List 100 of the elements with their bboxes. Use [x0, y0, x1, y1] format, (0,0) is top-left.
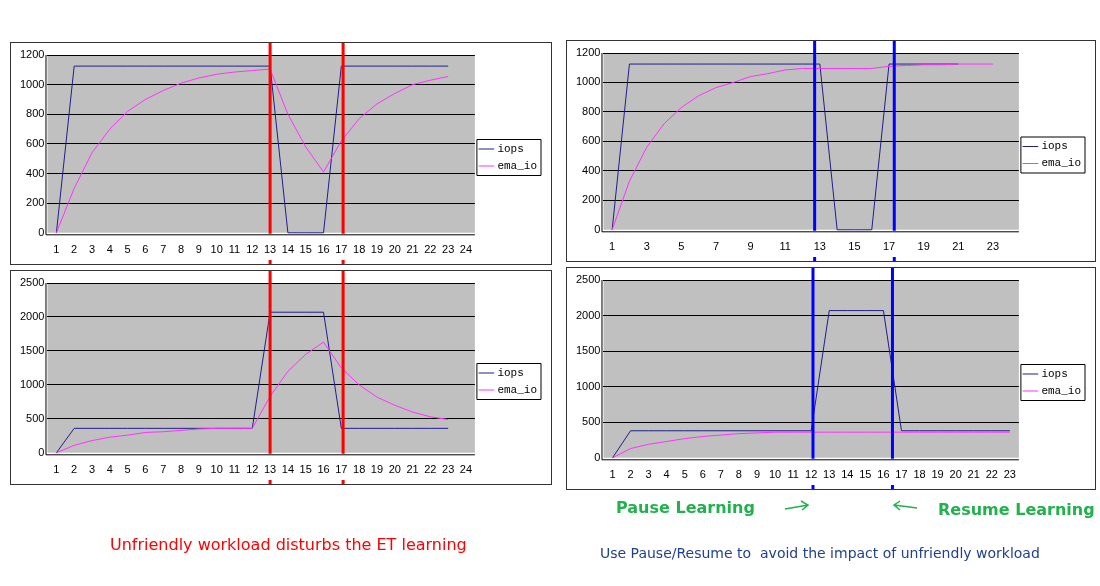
- x-tick-label: 12: [246, 243, 259, 256]
- y-tick-label: 600: [582, 134, 601, 147]
- x-tick-label: 24: [459, 243, 473, 256]
- x-tick-label: 7: [712, 240, 720, 253]
- y-tick-label: 1500: [575, 344, 601, 357]
- legend-label: ema_io: [1041, 384, 1081, 397]
- x-tick-label: 18: [913, 468, 926, 481]
- y-tick-label: 800: [582, 104, 601, 117]
- x-tick-label: 19: [917, 240, 930, 253]
- x-tick-label: 8: [177, 243, 185, 256]
- y-tick-label: 800: [26, 107, 45, 120]
- x-tick-label: 5: [678, 240, 685, 253]
- x-tick-label: 7: [160, 243, 167, 256]
- x-tick-label: 2: [71, 243, 78, 256]
- text: Unfriendly workload disturbs the ET learning: [110, 535, 467, 554]
- x-tick-label: 22: [985, 468, 998, 481]
- text: Use Pause/Resume to avoid the impact of unfriendly workload: [600, 545, 1040, 561]
- y-tick-label: 2500: [575, 273, 601, 286]
- y-tick-label: 500: [26, 411, 45, 424]
- x-tick-label: 9: [753, 468, 761, 481]
- x-tick-label: 17: [335, 463, 348, 476]
- x-tick-label: 16: [317, 243, 330, 256]
- x-tick-label: 1: [53, 243, 60, 256]
- x-tick-label: 19: [370, 463, 384, 476]
- x-tick-label: 15: [848, 240, 861, 253]
- x-tick-label: 19: [931, 468, 944, 481]
- x-tick-label: 17: [335, 243, 348, 256]
- x-tick-label: 5: [124, 463, 131, 476]
- x-tick-label: 17: [895, 468, 908, 481]
- x-tick-label: 9: [195, 243, 202, 256]
- x-tick-label: 12: [246, 463, 259, 476]
- x-tick-label: 24: [459, 463, 473, 476]
- x-tick-label: 6: [142, 463, 149, 476]
- x-tick-label: 2: [627, 468, 634, 481]
- x-tick-label: 18: [353, 243, 366, 256]
- x-tick-label: 21: [967, 468, 980, 481]
- x-tick-label: 16: [877, 468, 890, 481]
- x-tick-label: 2: [71, 463, 78, 476]
- x-tick-label: 7: [160, 463, 167, 476]
- x-tick-label: 1: [609, 240, 616, 253]
- x-tick-label: 3: [645, 468, 652, 481]
- y-tick-label: 400: [26, 166, 45, 179]
- x-tick-label: 14: [841, 468, 854, 481]
- y-tick-label: 0: [594, 450, 601, 463]
- y-tick-label: 1000: [19, 77, 45, 90]
- x-tick-label: 1: [609, 468, 616, 481]
- x-tick-label: 3: [88, 243, 96, 256]
- y-tick-label: 0: [38, 445, 45, 458]
- x-tick-label: 1: [53, 463, 60, 476]
- x-tick-label: 6: [142, 243, 149, 256]
- y-tick-label: 1200: [19, 48, 45, 61]
- x-tick-label: 11: [228, 243, 241, 256]
- x-tick-label: 9: [747, 240, 754, 253]
- legend-label: iops: [497, 142, 524, 155]
- y-tick-label: 200: [26, 196, 45, 209]
- x-tick-label: 13: [263, 243, 277, 256]
- y-tick-label: 0: [594, 222, 601, 235]
- x-tick-label: 21: [952, 240, 965, 253]
- x-tick-label: 4: [106, 243, 113, 256]
- x-tick-label: 11: [779, 240, 791, 253]
- x-tick-label: 15: [299, 463, 312, 476]
- x-tick-label: 22: [424, 243, 437, 256]
- y-tick-label: 2000: [19, 309, 45, 322]
- y-tick-label: 1200: [575, 46, 601, 59]
- x-tick-label: 17: [882, 240, 896, 253]
- x-tick-label: 9: [195, 463, 202, 476]
- x-tick-label: 4: [106, 463, 113, 476]
- x-tick-label: 13: [813, 240, 826, 253]
- x-tick-label: 23: [442, 243, 455, 256]
- x-tick-label: 21: [406, 243, 419, 256]
- legend-label: iops: [1041, 140, 1068, 153]
- x-tick-label: 5: [681, 468, 688, 481]
- y-tick-label: 200: [582, 193, 601, 206]
- x-tick-label: 3: [88, 463, 96, 476]
- x-tick-label: 18: [353, 463, 366, 476]
- x-tick-label: 10: [768, 468, 782, 481]
- x-tick-label: 11: [787, 468, 799, 481]
- y-tick-label: 1500: [19, 343, 45, 356]
- x-tick-label: 23: [986, 240, 1000, 253]
- x-tick-label: 20: [388, 463, 401, 476]
- x-tick-label: 8: [735, 468, 742, 481]
- y-tick-label: 1000: [575, 379, 601, 392]
- y-tick-label: 500: [582, 415, 601, 428]
- y-tick-label: 0: [38, 225, 45, 238]
- x-tick-label: 21: [406, 463, 419, 476]
- x-tick-label: 23: [1003, 468, 1016, 481]
- x-tick-label: 22: [424, 463, 437, 476]
- x-tick-label: 3: [643, 240, 650, 253]
- x-tick-label: 13: [263, 463, 277, 476]
- legend-label: ema_io: [497, 383, 537, 396]
- y-tick-label: 2000: [575, 308, 601, 321]
- x-tick-label: 8: [177, 463, 185, 476]
- y-tick-label: 2500: [19, 276, 45, 289]
- x-tick-label: 23: [442, 463, 455, 476]
- x-tick-label: 19: [370, 243, 384, 256]
- legend-label: iops: [1041, 367, 1068, 380]
- legend-label: ema_io: [1041, 157, 1081, 170]
- x-tick-label: 14: [281, 243, 295, 256]
- x-tick-label: 15: [859, 468, 872, 481]
- x-tick-label: 16: [317, 463, 330, 476]
